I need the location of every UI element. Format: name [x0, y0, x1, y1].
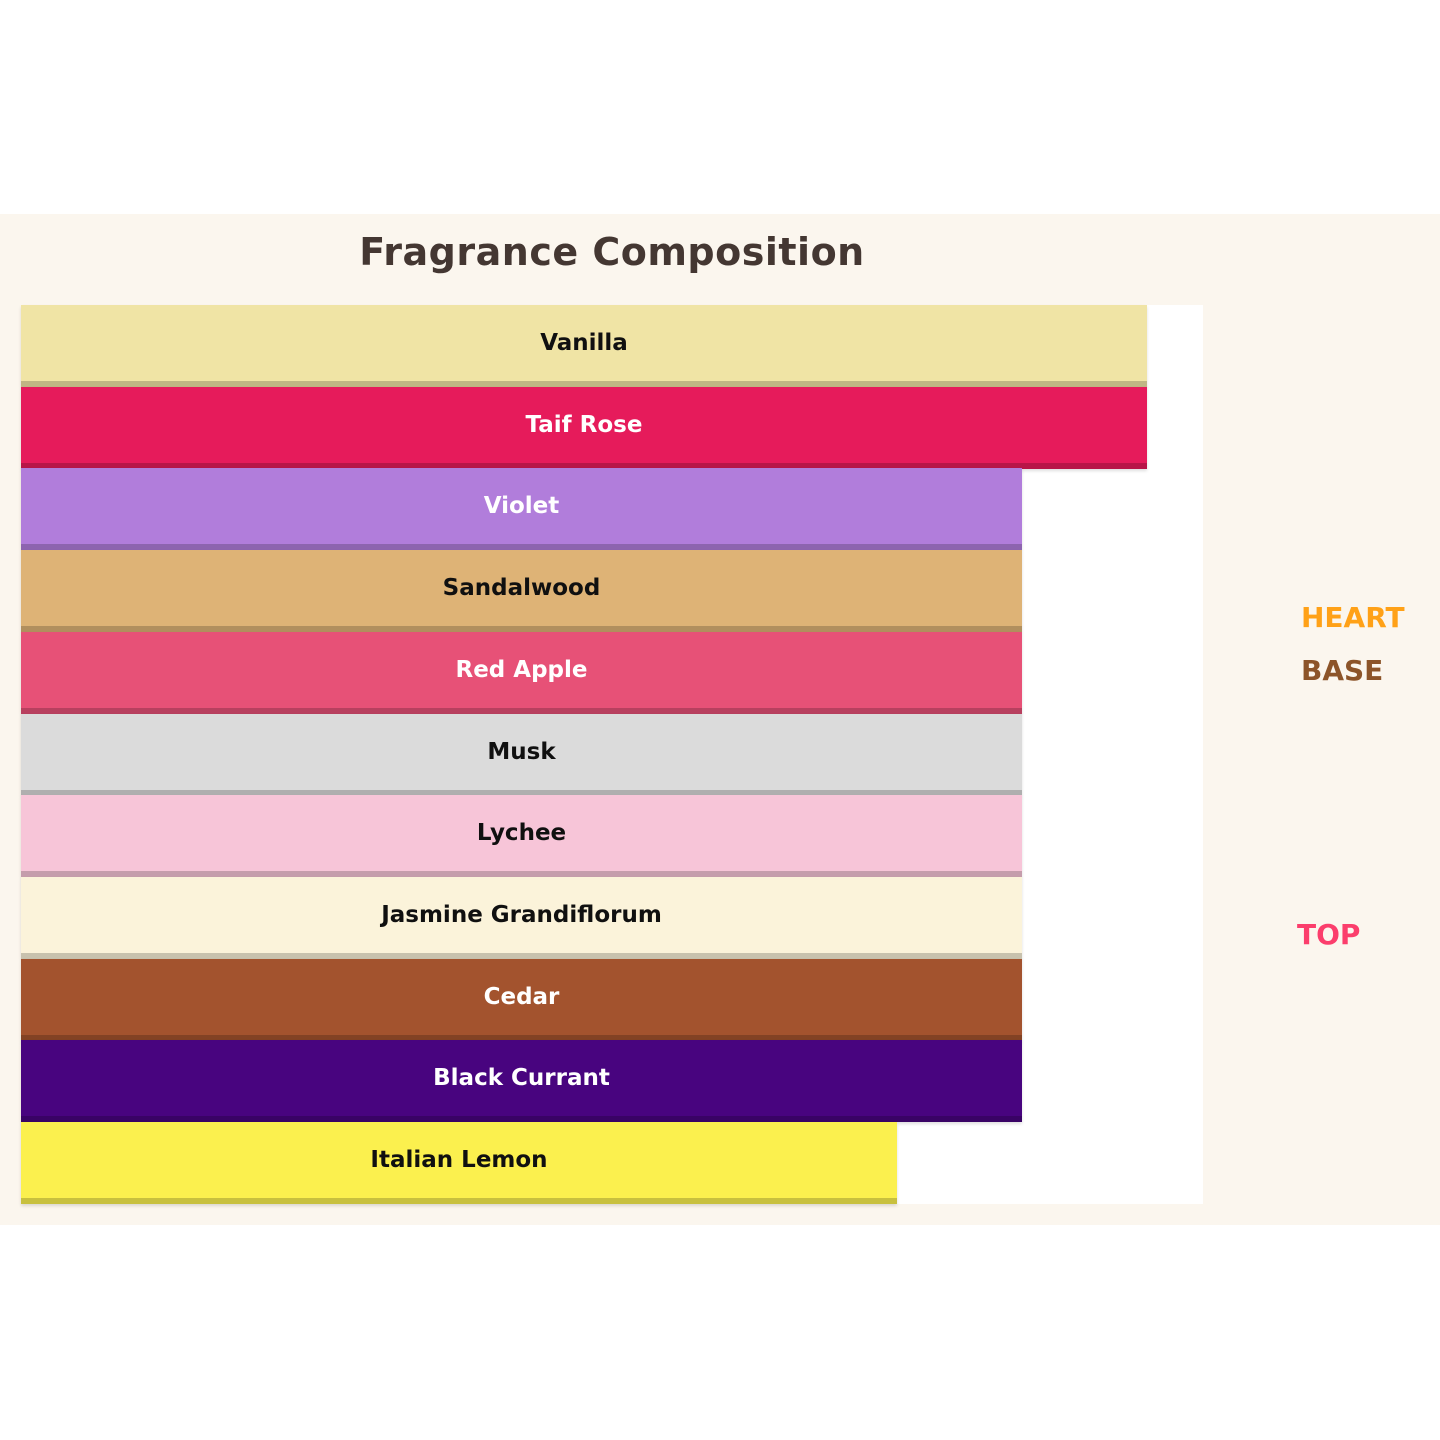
bar-musk: Musk: [21, 714, 1022, 796]
chart-title: Fragrance Composition: [359, 230, 865, 274]
bar-red-apple: Red Apple: [21, 632, 1022, 714]
bar-violet: Violet: [21, 468, 1022, 550]
group-label-top: TOP: [1297, 918, 1361, 951]
chart-plot-area: Vanilla Taif Rose Violet Sandalwood Red Appl…: [21, 305, 1203, 1204]
bar-vanilla: Vanilla: [21, 305, 1147, 387]
group-label-heart: HEART: [1301, 601, 1405, 634]
group-label-base: BASE: [1301, 654, 1384, 687]
bar-jasmine-grandiflorum: Jasmine Grandiflorum: [21, 877, 1022, 959]
bar-sandalwood: Sandalwood: [21, 550, 1022, 632]
bar-cedar: Cedar: [21, 959, 1022, 1041]
bar-lychee: Lychee: [21, 795, 1022, 877]
bar-taif-rose: Taif Rose: [21, 387, 1147, 469]
bar-black-currant: Black Currant: [21, 1040, 1022, 1122]
bar-italian-lemon: Italian Lemon: [21, 1122, 897, 1204]
